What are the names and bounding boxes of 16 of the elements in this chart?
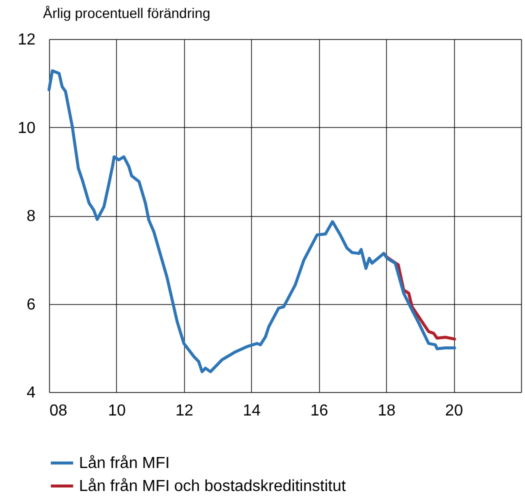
y-tick-label: 6 [26,296,36,314]
x-tick-label: 08 [50,402,68,420]
x-tick-label: 16 [310,402,328,420]
x-tick-label: 14 [242,402,261,420]
line-series [48,69,456,374]
legend-label: Lån från MFI [79,455,170,472]
x-tick-label: 18 [378,402,396,420]
y-tick-label: 8 [26,208,36,225]
y-tick-label: 10 [18,120,36,137]
y-tick-label: 12 [18,32,36,48]
legend-label: Lån från MFI och bostadskreditinstitut [79,478,346,495]
x-tick-label: 10 [108,402,126,420]
x-tick-label: 20 [445,402,464,420]
x-tick-label: 12 [175,402,194,420]
y-axis-title: Årlig procentuell förändring [43,5,210,21]
y-tick-label: 4 [26,384,36,402]
